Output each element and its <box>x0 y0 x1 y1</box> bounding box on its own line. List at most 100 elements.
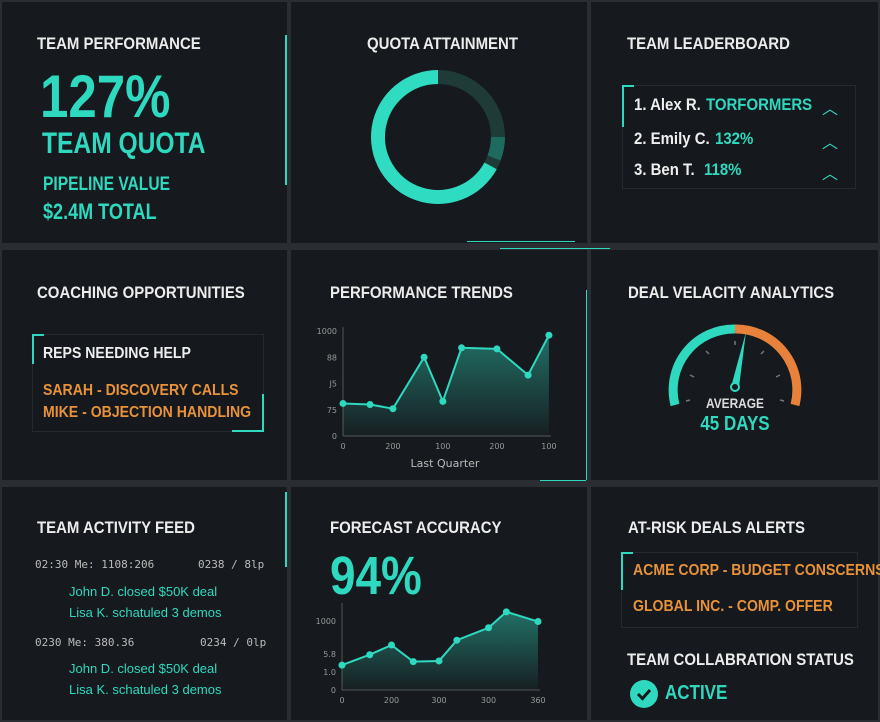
forecast-percent: 94% <box>330 546 422 606</box>
data-point <box>493 345 501 353</box>
y-tick-label: 0 <box>332 432 337 441</box>
accent-line <box>540 480 586 481</box>
coaching-item[interactable]: SARAH - DISCOVERY CALLS <box>43 382 239 399</box>
deal-velocity-title: DEAL VELACITY ANALYTICS <box>628 283 835 302</box>
chevron-up-icon: ︿ <box>822 166 839 183</box>
accent-line <box>285 35 287 185</box>
x-tick-label: 300 <box>431 696 446 705</box>
y-tick-label: 0 <box>331 686 336 695</box>
x-tick-label: 200 <box>384 696 399 705</box>
x-tick-label: 360 <box>530 696 545 705</box>
collab-status-value: ACTIVE <box>665 682 728 704</box>
data-point <box>389 405 397 413</box>
gauge-needle <box>731 332 746 387</box>
data-point <box>485 624 493 632</box>
team-quota-label: TEAM QUOTA <box>42 127 206 160</box>
data-point <box>534 618 542 626</box>
accent-bracket <box>621 552 633 590</box>
rep-value: 118% <box>704 160 742 179</box>
coaching-item[interactable]: MIKE - OBJECTION HANDLING <box>43 404 252 421</box>
x-tick-label: 0 <box>339 696 344 705</box>
data-point <box>502 608 510 616</box>
performance-trends-chart: 0 75 J5 88 1000 0 200 100 200 100 Last Quarter <box>317 327 557 470</box>
panel-activity-feed <box>2 487 287 720</box>
data-point <box>524 371 532 379</box>
accent-line <box>586 290 587 480</box>
activity-item[interactable]: John D. closed $50K deal <box>69 661 218 676</box>
activity-timestamp-right: 0234 / 0lp <box>200 636 267 649</box>
x-tick-label: 200 <box>489 442 504 451</box>
panel-deal-velocity <box>591 250 878 480</box>
quota-donut <box>371 70 505 204</box>
accent-line <box>262 394 264 432</box>
y-tick-label: 88 <box>327 353 337 362</box>
x-axis-label: Last Quarter <box>411 457 480 470</box>
activity-item[interactable]: Lisa K. schatuled 3 demos <box>69 605 222 620</box>
y-tick-label: 1000 <box>316 617 336 626</box>
data-point <box>420 353 428 361</box>
quota-title: QUOTA ATTAINMENT <box>367 34 518 53</box>
activity-item[interactable]: John D. closed $50K deal <box>69 584 218 599</box>
y-tick-label: 5.8 <box>323 650 336 659</box>
team-performance-title: TEAM PERFORMANCE <box>37 34 201 53</box>
data-point <box>366 401 374 408</box>
forecast-title: FORECAST ACCURACY <box>330 518 502 537</box>
x-tick-label: 100 <box>541 442 556 451</box>
x-tick-label: 0 <box>340 442 345 451</box>
chevron-up-icon: ︿ <box>822 135 839 152</box>
reps-needing-help-title: REPS NEEDING HELP <box>43 345 191 362</box>
data-point <box>366 651 374 659</box>
data-point <box>453 636 461 644</box>
gauge-value: 45 DAYS <box>700 413 770 435</box>
at-risk-item[interactable]: ACME CORP - BUDGET CONSCERNS <box>633 562 880 579</box>
data-point <box>338 661 346 669</box>
pipeline-value: $2.4M TOTAL <box>43 199 157 224</box>
at-risk-box <box>621 552 858 628</box>
x-tick-label: 200 <box>385 442 400 451</box>
performance-trends-title: PERFORMANCE TRENDS <box>330 283 513 302</box>
pipeline-label: PIPELINE VALUE <box>43 174 170 195</box>
accent-line <box>467 241 575 242</box>
data-point <box>388 641 395 649</box>
gauge-label: AVERAGE <box>706 395 764 411</box>
quota-progress-arc <box>371 70 497 204</box>
leaderboard-title: TEAM LEADERBOARD <box>627 34 790 53</box>
rep-value: TORFORMERS <box>706 95 813 114</box>
rep-name: 2. Emily C. <box>634 129 710 148</box>
accent-line <box>285 492 287 567</box>
activity-title: TEAM ACTIVITY FEED <box>37 518 195 537</box>
rep-name: 3. Ben T. <box>634 160 695 179</box>
area-fill <box>342 611 539 690</box>
data-point <box>458 344 466 352</box>
activity-item[interactable]: Lisa K. schatuled 3 demos <box>69 682 222 697</box>
data-point <box>545 331 553 339</box>
x-tick-label: 300 <box>481 696 496 705</box>
y-tick-label: 75 <box>327 406 337 415</box>
y-tick-label: 1.0 <box>323 668 336 677</box>
data-point <box>409 658 417 666</box>
accent-line <box>232 430 264 432</box>
at-risk-title: AT-RISK DEALS ALERTS <box>628 518 806 537</box>
team-quota-percent: 127% <box>40 63 171 130</box>
data-point <box>435 657 443 665</box>
rep-value: 132% <box>715 129 754 148</box>
area-fill <box>343 335 549 436</box>
panel-team-performance <box>2 2 287 243</box>
y-tick-label: J5 <box>329 380 337 389</box>
activity-timestamp: 0230 Me: 380.36 <box>35 636 135 649</box>
data-point <box>439 397 447 405</box>
accent-bracket <box>32 334 44 364</box>
x-tick-label: 100 <box>435 442 450 451</box>
accent-bracket <box>622 85 634 127</box>
coaching-box <box>32 334 264 432</box>
velocity-gauge <box>668 324 802 407</box>
activity-timestamp: 02:30 Me: 1108:206 <box>35 558 155 571</box>
at-risk-item[interactable]: GLOBAL INC. - COMP. OFFER <box>633 598 833 615</box>
chevron-up-icon: ︿ <box>822 101 839 118</box>
check-circle-icon <box>630 680 658 708</box>
coaching-title: COACHING OPPORTUNITIES <box>37 283 245 302</box>
data-point <box>339 399 347 407</box>
rep-name: 1. Alex R. <box>634 95 701 114</box>
leaderboard-box <box>622 85 856 189</box>
y-tick-label: 1000 <box>317 327 337 336</box>
